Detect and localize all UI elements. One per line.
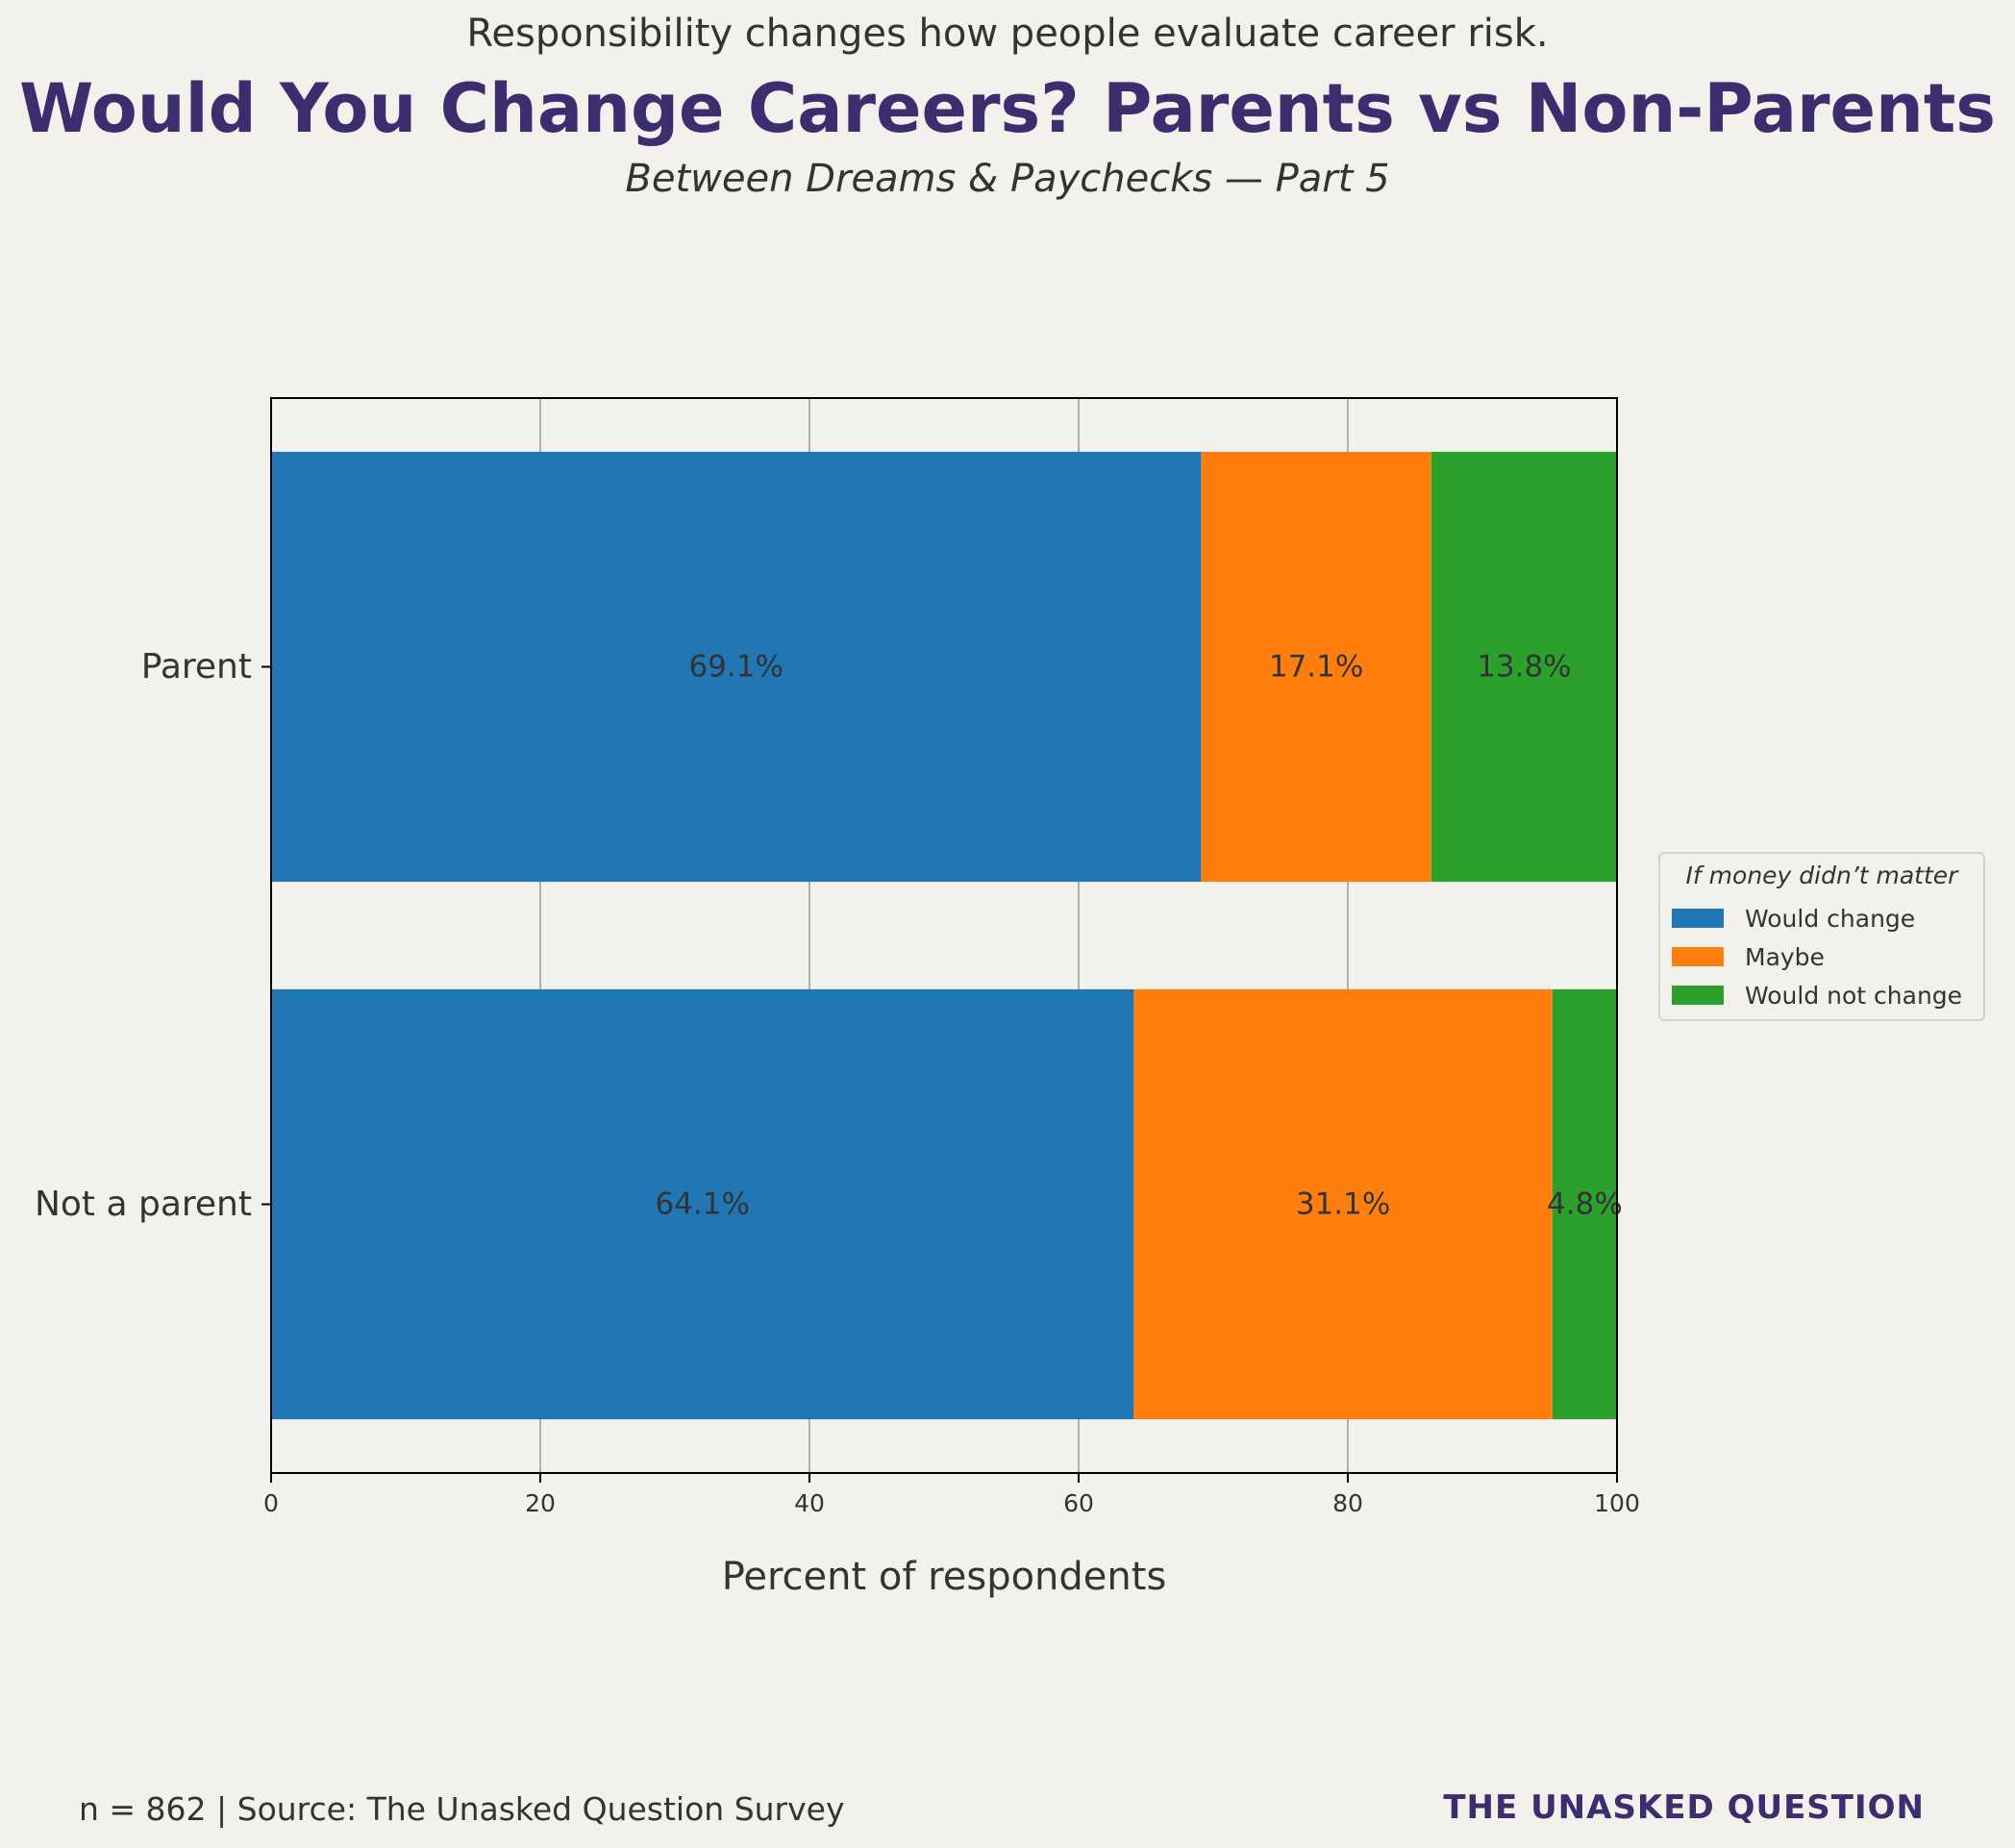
- bar-segment: [1552, 988, 1617, 1420]
- x-tick-label: 20: [525, 1489, 556, 1517]
- legend-item-maybe: Maybe: [1672, 942, 1825, 971]
- legend-swatch-would-not-change: [1672, 986, 1724, 1005]
- y-tick-label: Not a parent: [35, 1185, 252, 1224]
- chart-kicker: Responsibility changes how people evalua…: [466, 12, 1549, 56]
- bar-segment: [271, 451, 1202, 883]
- bar-segment: [1430, 451, 1617, 883]
- bar-segment: [1133, 988, 1553, 1420]
- x-tick-label: 100: [1594, 1489, 1640, 1517]
- footer-brand: THE UNASKED QUESTION: [1443, 1788, 1925, 1827]
- x-tick-label: 40: [794, 1489, 825, 1517]
- bar-segment: [271, 988, 1134, 1420]
- x-tick-label: 0: [263, 1489, 279, 1517]
- legend-item-would-not-change: Would not change: [1672, 981, 1962, 1010]
- bar-segment: [1201, 451, 1431, 883]
- legend-label: Would not change: [1745, 981, 1963, 1010]
- x-axis-label: Percent of respondents: [721, 1555, 1167, 1599]
- data-label: 69.1%: [688, 650, 783, 685]
- legend-title: If money didn’t matter: [1685, 862, 1958, 889]
- x-tick-label: 60: [1063, 1489, 1094, 1517]
- legend-label: Maybe: [1745, 942, 1825, 971]
- legend-swatch-maybe: [1672, 947, 1724, 966]
- footer-source-note: n = 862 | Source: The Unasked Question S…: [79, 1790, 845, 1828]
- data-label: 17.1%: [1269, 650, 1363, 685]
- legend-label: Would change: [1745, 904, 1916, 933]
- plot-frame: [270, 397, 1618, 1474]
- legend: If money didn’t matter Would change Mayb…: [1658, 852, 1985, 1021]
- chart-title: Would You Change Careers? Parents vs Non…: [19, 69, 1996, 148]
- data-label: 31.1%: [1296, 1187, 1390, 1222]
- data-label: 64.1%: [655, 1187, 749, 1222]
- legend-swatch-would-change: [1672, 909, 1724, 928]
- x-tick-label: 80: [1332, 1489, 1363, 1517]
- y-tick-label: Parent: [141, 647, 252, 687]
- data-label: 4.8%: [1547, 1187, 1623, 1222]
- chart-subtitle: Between Dreams & Paychecks — Part 5: [625, 157, 1390, 201]
- legend-item-would-change: Would change: [1672, 904, 1915, 933]
- data-label: 13.8%: [1477, 650, 1571, 685]
